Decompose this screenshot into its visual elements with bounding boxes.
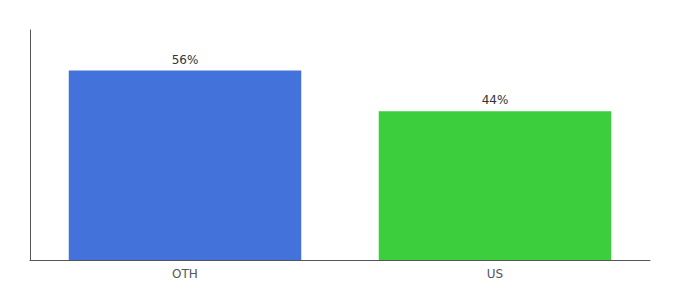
svg-text:56%: 56% [172, 53, 199, 67]
svg-text:US: US [487, 267, 503, 281]
svg-text:OTH: OTH [172, 267, 198, 281]
svg-text:44%: 44% [482, 93, 509, 107]
